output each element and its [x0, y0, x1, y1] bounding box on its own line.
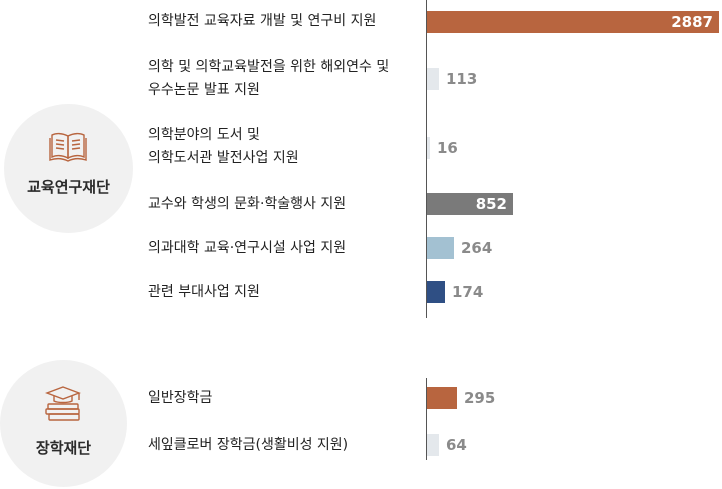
graduation-books-icon [45, 386, 81, 421]
category-label: 세잎클로버 장학금(생활비성 지원) [148, 437, 349, 453]
data-label: 264 [461, 239, 493, 257]
category-label: 교수와 학생의 문화·학술행사 지원 [148, 196, 347, 212]
bar [427, 434, 439, 456]
axis-line-education [426, 0, 427, 318]
data-label: 2887 [671, 13, 713, 31]
category-label: 일반장학금 [148, 390, 213, 406]
data-label: 852 [475, 195, 507, 213]
bar [427, 281, 445, 303]
data-label: 64 [446, 436, 467, 454]
data-label: 295 [464, 389, 496, 407]
group-label: 교육연구재단 [27, 178, 110, 196]
data-label: 16 [437, 139, 458, 157]
category-label: 의학분야의 도서 및 의학도서관 발전사업 지원 [148, 127, 299, 166]
bar [427, 387, 457, 409]
bar [427, 11, 719, 33]
axis-line-scholarship [426, 378, 427, 460]
category-label: 관련 부대사업 지원 [148, 284, 260, 300]
data-label: 113 [446, 70, 478, 88]
bar [427, 68, 439, 90]
bar [427, 237, 454, 259]
data-label: 174 [452, 283, 484, 301]
category-label: 의학 및 의학교육발전을 위한 해외연수 및 우수논문 발표 지원 [148, 59, 390, 98]
group-label: 장학재단 [35, 439, 92, 457]
book-icon [49, 132, 87, 162]
category-label: 의학발전 교육자료 개발 및 연구비 지원 [148, 13, 377, 29]
bar [427, 137, 430, 159]
group-circle-scholarship: 장학재단 [0, 360, 127, 487]
category-label: 의과대학 교육·연구시설 사업 지원 [148, 240, 347, 256]
group-circle-education: 교육연구재단 [4, 104, 133, 233]
bar [427, 193, 513, 215]
